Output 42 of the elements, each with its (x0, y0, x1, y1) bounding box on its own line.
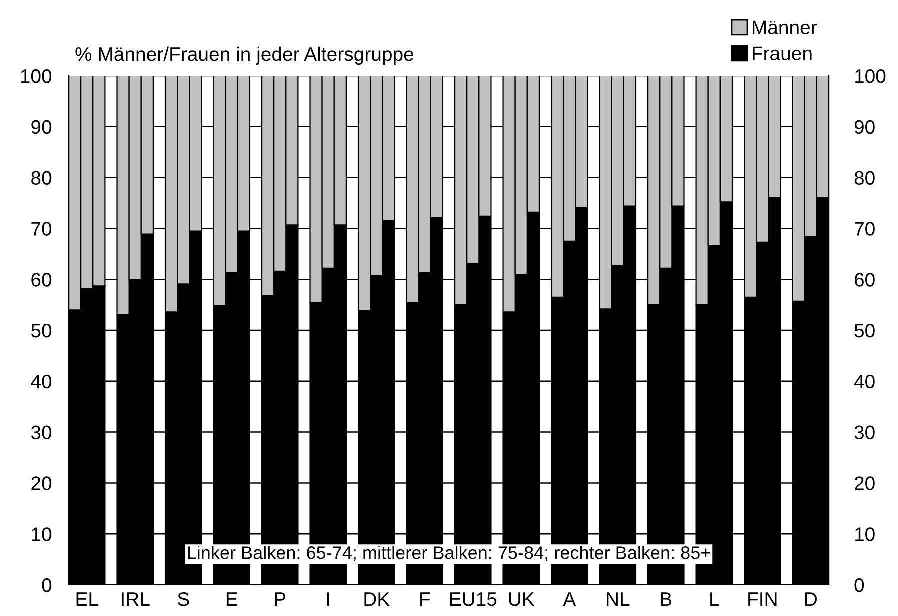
chart-title: % Männer/Frauen in jeder Altersgruppe (76, 46, 414, 66)
x-tick-label: B (661, 592, 672, 606)
x-tick-label: S (178, 592, 190, 606)
legend-label: Frauen (753, 46, 812, 60)
y2-tick-label: 100 (855, 69, 886, 84)
y-tick-label: 20 (32, 476, 52, 490)
x-tick-label: I (327, 592, 330, 606)
x-tick-label: D (805, 592, 817, 606)
y2-tick-label: 20 (854, 476, 875, 490)
y2-tick-label: 30 (854, 426, 875, 440)
y2-tick-label: 80 (854, 171, 875, 186)
annotation: Linker Balken: 65-74; mittlerer Balken: 75-84; rechter Balken: 85+ (188, 546, 710, 562)
y-tick-label: 90 (32, 120, 52, 134)
y2-tick-label: 90 (854, 120, 875, 134)
x-tick-label: NL (607, 592, 630, 606)
x-tick-label: L (710, 592, 720, 606)
y2-tick-label: 50 (854, 324, 875, 338)
y-tick-label: 70 (32, 222, 52, 236)
legend-label: Männer (753, 20, 818, 34)
x-tick-label: IRL (122, 592, 150, 606)
x-tick-label: E (226, 592, 238, 606)
y-tick-label: 100 (21, 69, 52, 84)
y-tick-label: 60 (32, 273, 52, 287)
x-tick-label: FIN (748, 592, 777, 606)
y2-tick-label: 40 (854, 374, 875, 389)
y-tick-label: 0 (42, 578, 52, 592)
x-tick-label: F (420, 592, 430, 606)
y-tick-label: 80 (32, 171, 52, 186)
x-tick-label: A (563, 592, 576, 606)
y-tick-label: 50 (31, 324, 52, 338)
y2-tick-label: 70 (854, 222, 875, 236)
x-tick-label: UK (509, 592, 535, 606)
y2-tick-label: 60 (854, 273, 875, 287)
y2-tick-label: 0 (854, 578, 864, 592)
y2-tick-label: 10 (855, 528, 875, 542)
x-tick-label: P (275, 592, 286, 606)
x-tick-label: EL (76, 592, 98, 606)
y-tick-label: 30 (31, 426, 52, 440)
y-tick-label: 40 (31, 374, 52, 389)
x-tick-label: EU15 (450, 592, 497, 606)
y-tick-label: 10 (32, 528, 52, 542)
x-tick-label: DK (364, 592, 390, 606)
